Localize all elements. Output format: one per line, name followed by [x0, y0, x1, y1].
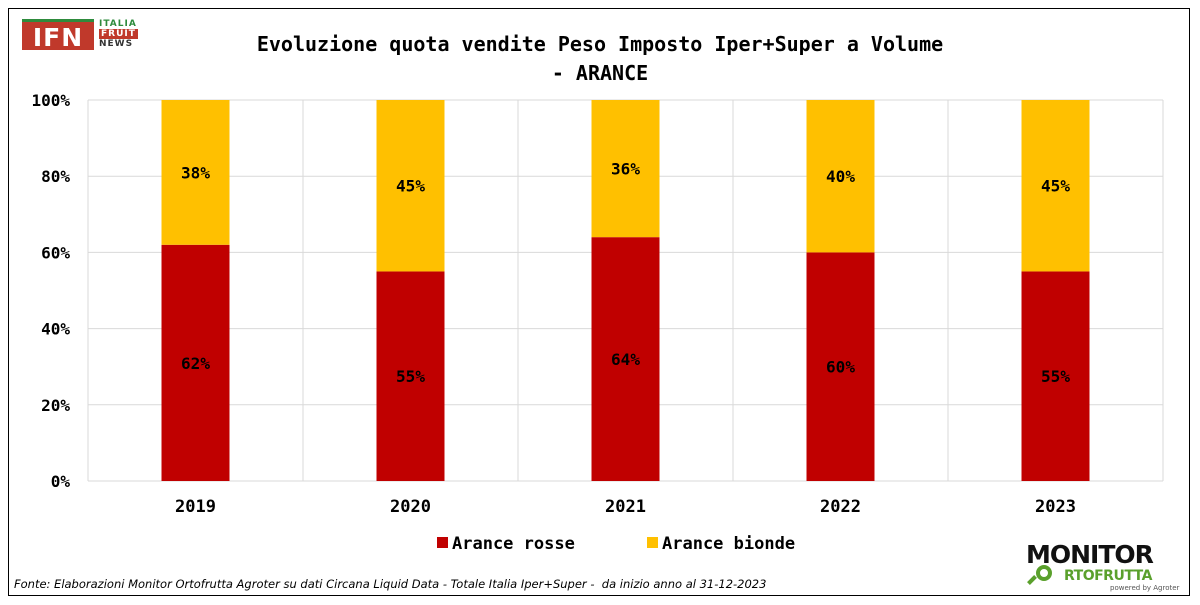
bar-segment [161, 100, 230, 245]
x-tick-label: 2021 [605, 497, 646, 517]
data-label: 36% [611, 160, 640, 179]
ifn-logo-mark: IFN [22, 19, 94, 52]
ifn-logo: IFN ITALIA FRUIT NEWS [22, 19, 142, 53]
x-tick-label: 2022 [820, 497, 861, 517]
ifn-logo-line3: NEWS [99, 39, 134, 49]
bar-segment [376, 271, 445, 481]
monitor-ortofrutta-logo: MONITOR RTOFRUTTA powered by Agroter [1026, 540, 1186, 593]
bar-segment [806, 100, 875, 253]
ifn-logo-line1: ITALIA [99, 19, 137, 29]
x-tick-label: 2023 [1035, 497, 1076, 517]
y-tick-label: 20% [41, 396, 70, 415]
bar-segment [161, 244, 230, 481]
legend-swatch [647, 537, 658, 548]
monitor-logo-tagline: powered by Agroter [1110, 584, 1180, 592]
x-tick-label: 2020 [390, 497, 431, 517]
data-label: 55% [1041, 367, 1070, 386]
source-footnote: Fonte: Elaborazioni Monitor Ortofrutta A… [14, 577, 767, 591]
chart-title: Evoluzione quota vendite Peso Imposto Ip… [150, 30, 1050, 88]
y-tick-label: 80% [41, 167, 70, 186]
data-label: 38% [181, 163, 210, 182]
data-label: 64% [611, 350, 640, 369]
bar-segment [591, 100, 660, 238]
x-tick-label: 2019 [175, 497, 216, 517]
data-label: 45% [396, 177, 425, 196]
monitor-logo-title: MONITOR [1026, 540, 1154, 569]
data-label: 55% [396, 367, 425, 386]
y-tick-label: 0% [51, 472, 71, 491]
y-tick-label: 100% [31, 91, 70, 110]
data-label: 60% [826, 358, 855, 377]
ifn-logo-line2: FRUIT [99, 29, 138, 39]
y-tick-label: 40% [41, 320, 70, 339]
bar-segment [1021, 100, 1090, 272]
monitor-logo-subtitle: RTOFRUTTA [1064, 568, 1152, 584]
magnifier-handle-icon [1027, 575, 1037, 585]
bar-segment [1021, 271, 1090, 481]
chart-title-line1: Evoluzione quota vendite Peso Imposto Ip… [256, 32, 944, 56]
bar-segment [376, 100, 445, 272]
data-label: 45% [1041, 177, 1070, 196]
y-tick-label: 60% [41, 243, 70, 262]
data-label: 40% [826, 167, 855, 186]
legend-label: Arance rosse [452, 534, 575, 554]
data-label: 62% [181, 354, 210, 373]
legend-swatch [437, 537, 448, 548]
magnifier-icon [1036, 565, 1052, 581]
chart-title-line2: - ARANCE [551, 61, 649, 85]
legend-label: Arance bionde [662, 534, 795, 554]
bar-segment [591, 237, 660, 481]
ifn-logo-wordmark: ITALIA FRUIT NEWS [99, 19, 138, 49]
bar-segment [806, 252, 875, 481]
